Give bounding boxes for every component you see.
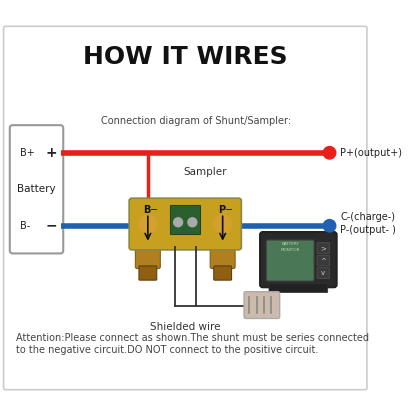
Text: Sampler: Sampler: [183, 167, 227, 177]
Text: P: P: [218, 205, 225, 215]
Text: P-(output- ): P-(output- ): [340, 225, 396, 235]
Text: Battery: Battery: [17, 184, 56, 194]
Text: C-(charge-): C-(charge-): [340, 212, 395, 222]
Circle shape: [214, 215, 232, 233]
FancyBboxPatch shape: [260, 232, 337, 287]
Circle shape: [139, 215, 157, 233]
Circle shape: [173, 218, 183, 227]
Circle shape: [323, 146, 336, 159]
FancyBboxPatch shape: [266, 240, 314, 281]
Text: HOW IT WIRES: HOW IT WIRES: [83, 45, 287, 69]
Circle shape: [188, 218, 197, 227]
Text: Connection diagram of Shunt/Sampler:: Connection diagram of Shunt/Sampler:: [101, 116, 291, 126]
FancyBboxPatch shape: [139, 266, 157, 280]
Text: −: −: [46, 219, 57, 233]
Circle shape: [207, 208, 239, 240]
FancyBboxPatch shape: [10, 125, 63, 253]
Text: P+(output+): P+(output+): [340, 148, 402, 158]
Text: −: −: [225, 205, 233, 215]
Text: BATTERY: BATTERY: [281, 242, 299, 246]
Text: ^: ^: [320, 258, 326, 264]
FancyBboxPatch shape: [129, 198, 241, 250]
FancyBboxPatch shape: [244, 292, 280, 318]
Circle shape: [323, 220, 336, 232]
Circle shape: [132, 208, 164, 240]
FancyBboxPatch shape: [170, 206, 201, 234]
FancyBboxPatch shape: [135, 245, 160, 269]
FancyBboxPatch shape: [210, 245, 235, 269]
Text: v: v: [321, 270, 325, 276]
FancyBboxPatch shape: [317, 267, 329, 278]
Text: Attention:Please connect as shown.The shunt must be series connected: Attention:Please connect as shown.The sh…: [16, 333, 369, 343]
FancyBboxPatch shape: [269, 284, 328, 292]
FancyBboxPatch shape: [214, 266, 232, 280]
FancyBboxPatch shape: [317, 255, 329, 266]
Text: MONITOR: MONITOR: [280, 248, 300, 252]
FancyBboxPatch shape: [317, 243, 329, 253]
FancyBboxPatch shape: [4, 26, 367, 390]
Text: >: >: [320, 245, 326, 251]
Text: B: B: [143, 205, 151, 215]
Text: B+: B+: [20, 148, 35, 158]
Text: −: −: [150, 205, 158, 215]
Text: Shielded wire: Shielded wire: [150, 322, 220, 332]
Text: B-: B-: [20, 221, 30, 231]
Text: to the negative circuit.DO NOT connect to the positive circuit.: to the negative circuit.DO NOT connect t…: [16, 345, 318, 355]
Text: +: +: [46, 146, 57, 160]
